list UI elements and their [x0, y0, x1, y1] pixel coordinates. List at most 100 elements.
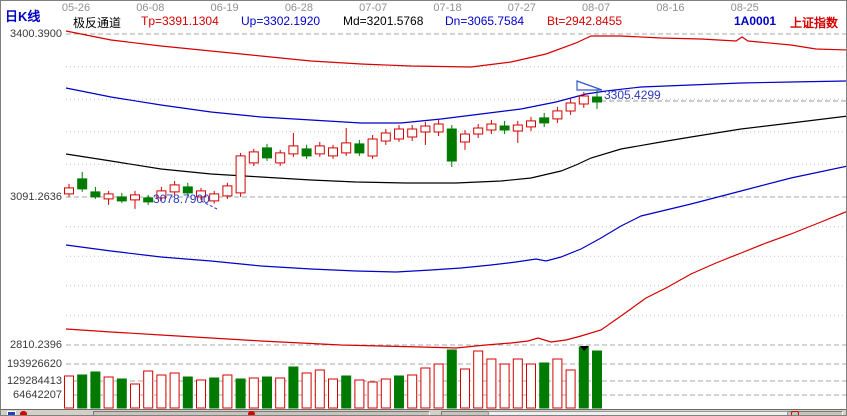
candle-body [565, 102, 576, 112]
volume-bar [341, 375, 352, 409]
candle-body [314, 145, 325, 155]
symbol-name-label: 上证指数 [790, 16, 839, 30]
indicator-value-3: Dn=3065.7584 [445, 14, 525, 28]
volume-bar [116, 378, 127, 409]
volume-bar [367, 381, 378, 409]
candle-body [420, 125, 431, 133]
indicator-name-label[interactable]: 极反通道 [73, 16, 122, 30]
candle-body [526, 120, 536, 128]
channel-line-md [65, 115, 846, 184]
volume-bar [143, 370, 154, 409]
indicator-value-0: Tp=3391.1304 [141, 14, 219, 28]
volume-axis-label-0: 193926620 [6, 358, 62, 370]
candle-body [539, 117, 550, 124]
symbol-code-label[interactable]: 1A0001 [734, 14, 777, 28]
volume-bar [77, 374, 88, 409]
volume-bar [565, 369, 576, 409]
candle-body [103, 193, 114, 200]
candle-body [354, 143, 365, 154]
x-axis-tick-06-08: 06-08 [136, 2, 165, 14]
volume-bar [473, 350, 484, 409]
volume-bar [394, 375, 404, 409]
chart-type-label[interactable]: 日K线 [5, 9, 41, 24]
x-axis-tick-08-25: 08-25 [730, 2, 759, 14]
price-axis-label-2: 2810.2396 [10, 339, 62, 351]
candle-body [196, 190, 206, 198]
candle-body [433, 123, 444, 133]
candle-body [156, 190, 167, 199]
channel-line-tp [65, 30, 846, 68]
volume-bar [301, 372, 312, 409]
low-pointer-line [200, 200, 218, 210]
channel-line-up [65, 80, 846, 124]
candle-body [592, 96, 602, 103]
x-axis-tick-05-26: 05-26 [61, 2, 91, 14]
volume-bar [592, 350, 602, 409]
signal-icon[interactable] [791, 411, 799, 415]
volume-bar [552, 358, 563, 409]
last-price-annotation: 3305.4299 [604, 88, 661, 102]
alert-icon-2[interactable] [248, 411, 255, 415]
candle-body [222, 185, 233, 197]
alert-icon[interactable] [20, 411, 27, 415]
candle-body [64, 187, 74, 195]
candle-body [446, 128, 457, 162]
volume-bar [209, 377, 220, 409]
status-input[interactable] [488, 411, 788, 415]
volume-bar [512, 358, 523, 409]
candle-body [275, 152, 286, 164]
candle-body [143, 197, 154, 203]
candle-body [77, 178, 88, 190]
candle-body [169, 184, 180, 193]
volume-bar [328, 378, 338, 409]
candle-body [90, 191, 101, 198]
volume-bar [235, 378, 246, 409]
candle-body [394, 128, 404, 140]
volume-bar [420, 367, 431, 409]
candle-body [288, 145, 299, 155]
candle-body [328, 147, 338, 157]
volume-arrow-marker [580, 346, 589, 351]
volume-bar [486, 358, 497, 409]
volume-bar [103, 376, 114, 409]
candle-body [578, 95, 589, 105]
volume-bar [248, 377, 259, 409]
x-axis-tick-08-16: 08-16 [656, 2, 685, 14]
candle-body [407, 128, 418, 138]
candle-body [341, 142, 352, 154]
volume-axis-label-1: 129284413 [6, 375, 62, 387]
volume-bar [90, 371, 101, 409]
candle-body [130, 194, 140, 201]
marked-low-annotation: 3078.7900 [153, 192, 210, 206]
volume-bar [380, 378, 391, 409]
volume-bar [446, 349, 457, 409]
volume-bar [460, 368, 470, 409]
app-icon[interactable] [7, 411, 16, 415]
candle-body [512, 124, 523, 132]
candle-body [380, 132, 391, 142]
channel-line-dn [65, 165, 846, 273]
candle-body [367, 138, 378, 157]
volume-bar [578, 346, 589, 409]
taskbar [1, 409, 846, 415]
candles [64, 89, 602, 209]
candle-body [499, 125, 510, 131]
volume-bar [262, 376, 272, 409]
volume-bar [130, 383, 140, 409]
volume-bar [288, 366, 299, 409]
candle-body [301, 148, 312, 157]
candle-body [116, 196, 127, 202]
gridlines [66, 33, 846, 396]
volume-bar [433, 363, 444, 409]
flag-triangle-marker [576, 80, 603, 91]
volume-bar [354, 379, 365, 409]
volume-bar [222, 374, 233, 409]
volume-bar [182, 376, 193, 409]
x-axis-tick-08-07: 08-07 [582, 2, 611, 14]
candle-body [182, 186, 193, 194]
volume-bar [499, 363, 510, 409]
status-panel [93, 411, 430, 415]
x-axis-tick-07-18: 07-18 [433, 2, 462, 14]
